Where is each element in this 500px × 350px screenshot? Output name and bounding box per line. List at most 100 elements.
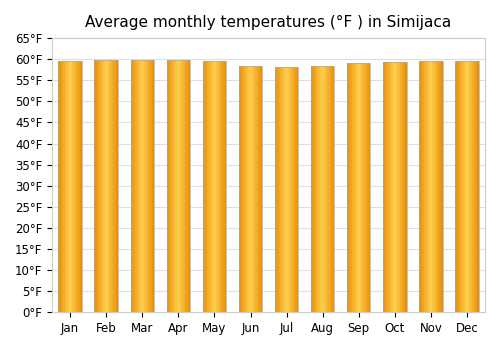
Bar (398, 62, 400, 312)
Bar (260, 66, 262, 312)
Bar (70, 61, 71, 312)
Bar (183, 61, 184, 312)
Bar (423, 61, 424, 312)
Bar (293, 67, 294, 312)
Bar (180, 61, 182, 312)
Bar (472, 61, 473, 312)
Bar (275, 67, 276, 312)
Bar (441, 61, 442, 312)
Bar (259, 66, 260, 312)
Bar (258, 66, 259, 312)
Bar (184, 61, 186, 312)
Bar (431, 61, 432, 312)
Bar (388, 62, 390, 312)
Bar (440, 61, 441, 312)
Bar (322, 65, 324, 312)
Bar (68, 61, 70, 312)
Bar (401, 62, 402, 312)
Bar (216, 61, 217, 312)
Bar (117, 61, 118, 312)
Bar (205, 61, 206, 312)
Bar (166, 61, 190, 312)
Bar (176, 61, 177, 312)
Bar (422, 61, 423, 312)
Bar (433, 61, 434, 312)
Bar (435, 61, 436, 312)
Bar (432, 61, 433, 312)
Bar (139, 61, 140, 312)
Bar (391, 62, 392, 312)
Bar (386, 62, 387, 312)
Bar (103, 61, 104, 312)
Bar (102, 61, 103, 312)
Bar (208, 61, 209, 312)
Bar (179, 61, 180, 312)
Bar (358, 63, 360, 312)
Bar (245, 66, 246, 312)
Bar (99, 61, 100, 312)
Bar (282, 67, 284, 312)
Bar (360, 63, 361, 312)
Bar (248, 66, 249, 312)
Bar (59, 61, 60, 312)
Bar (58, 61, 82, 312)
Bar (436, 61, 437, 312)
Bar (212, 61, 213, 312)
Bar (333, 65, 334, 312)
Bar (394, 62, 395, 312)
Bar (116, 61, 117, 312)
Bar (210, 61, 212, 312)
Bar (437, 61, 438, 312)
Bar (148, 61, 150, 312)
Bar (78, 61, 80, 312)
Bar (368, 63, 369, 312)
Bar (132, 61, 133, 312)
Bar (395, 62, 396, 312)
Bar (366, 63, 368, 312)
Bar (253, 66, 254, 312)
Bar (365, 63, 366, 312)
Bar (438, 61, 440, 312)
Bar (64, 61, 66, 312)
Bar (136, 61, 137, 312)
Bar (468, 61, 469, 312)
Title: Average monthly temperatures (°F ) in Simijaca: Average monthly temperatures (°F ) in Si… (86, 15, 452, 30)
Bar (279, 67, 280, 312)
Bar (463, 61, 464, 312)
Bar (428, 61, 430, 312)
Bar (239, 66, 262, 312)
Bar (384, 62, 386, 312)
Bar (71, 61, 72, 312)
Bar (424, 61, 426, 312)
Bar (206, 61, 208, 312)
Bar (295, 67, 296, 312)
Bar (244, 66, 245, 312)
Bar (470, 61, 471, 312)
Bar (218, 61, 219, 312)
Bar (390, 62, 391, 312)
Bar (419, 61, 420, 312)
Bar (362, 63, 364, 312)
Bar (383, 62, 384, 312)
Bar (182, 61, 183, 312)
Bar (177, 61, 178, 312)
Bar (215, 61, 216, 312)
Bar (466, 61, 467, 312)
Bar (430, 61, 431, 312)
Bar (94, 61, 96, 312)
Bar (456, 61, 457, 312)
Bar (288, 67, 289, 312)
Bar (152, 61, 153, 312)
Bar (168, 61, 169, 312)
Bar (278, 67, 279, 312)
Bar (255, 66, 256, 312)
Bar (81, 61, 82, 312)
Bar (434, 61, 435, 312)
Bar (458, 61, 459, 312)
Bar (326, 65, 328, 312)
Bar (61, 61, 62, 312)
Bar (219, 61, 220, 312)
Bar (328, 65, 329, 312)
Bar (188, 61, 190, 312)
Bar (427, 61, 428, 312)
